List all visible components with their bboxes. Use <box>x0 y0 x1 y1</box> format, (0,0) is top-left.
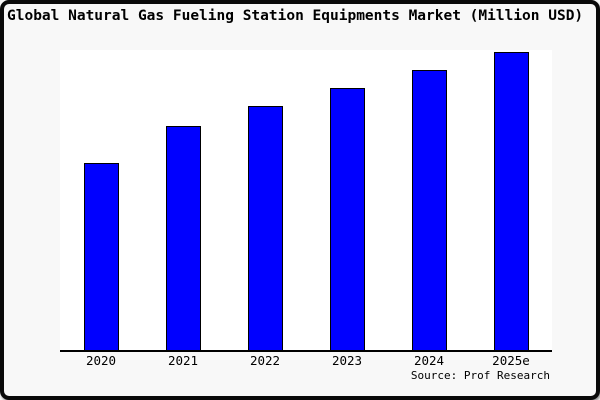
bar-2025e <box>493 52 529 350</box>
x-tick-label: 2023 <box>331 353 363 368</box>
x-tick-label: 2024 <box>413 353 445 368</box>
source-note: Source: Prof Research <box>410 369 550 382</box>
bar-slot <box>388 50 470 350</box>
chart-title: Global Natural Gas Fueling Station Equip… <box>7 8 584 24</box>
x-tick-row: 2020 2021 2022 2023 2024 2025e <box>60 354 552 368</box>
x-tick-label: 2025e <box>492 353 530 368</box>
x-tick-label: 2021 <box>167 353 199 368</box>
bar-2020 <box>83 163 119 350</box>
bar-slot <box>142 50 224 350</box>
x-tick-label: 2020 <box>85 353 117 368</box>
bar-slot <box>470 50 552 350</box>
bar-2022 <box>247 106 283 350</box>
bar-2021 <box>165 126 201 350</box>
x-tick-label: 2022 <box>249 353 281 368</box>
bar-2024 <box>411 70 447 350</box>
bar-slot <box>60 50 142 350</box>
plot-area <box>60 50 552 352</box>
bar-slot <box>224 50 306 350</box>
bar-slot <box>306 50 388 350</box>
bar-2023 <box>329 88 365 350</box>
